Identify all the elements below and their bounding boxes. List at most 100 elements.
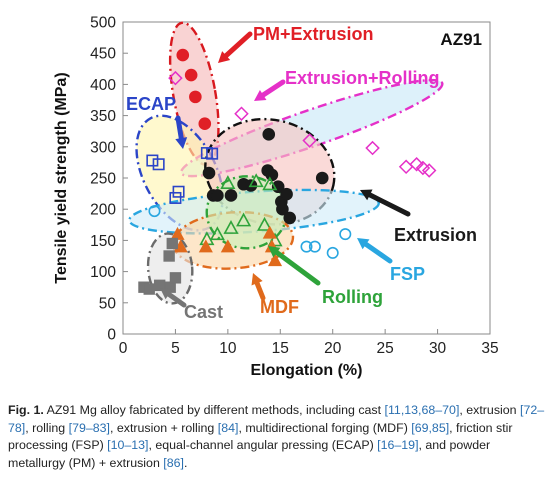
ecap-data-point <box>169 191 182 204</box>
pm-extrusion-legend-label: PM+Extrusion <box>253 24 374 44</box>
caption-text: , multidirectional forging (MDF) <box>238 420 412 435</box>
caption-text: , extrusion <box>459 403 520 417</box>
fsp-data-point <box>300 240 313 253</box>
caption-text: AZ91 Mg alloy fabricated by different me… <box>43 403 385 417</box>
fsp-data-point <box>308 240 321 253</box>
caption-reference-link[interactable]: [84] <box>217 420 239 435</box>
caption-reference-link[interactable]: [86] <box>163 455 184 470</box>
extrusion-arrow <box>367 192 411 217</box>
caption-reference-link[interactable]: [72–78] <box>8 403 545 435</box>
rolling-data-point <box>262 176 278 191</box>
extrusion-rolling-data-point <box>409 157 424 172</box>
extrusion-rolling-arrow-head <box>254 89 267 101</box>
y-tick-label: 50 <box>99 295 117 312</box>
pm-extrusion-data-point <box>176 48 190 62</box>
y-tick-label: 500 <box>90 15 116 32</box>
extrusion-data-point <box>224 189 238 202</box>
y-tick-label: 100 <box>90 264 116 281</box>
x-tick-label: 5 <box>171 340 180 357</box>
chart-figure: 0 5 10 15 20 25 30 35 0 50 100 150 200 250 300 350 400 45… <box>53 15 499 380</box>
rolling-data-point <box>220 175 236 189</box>
panel-label: AZ91 <box>440 30 482 49</box>
cast-data-point <box>166 237 178 250</box>
rolling-data-point <box>209 226 225 241</box>
extrusion-rolling-legend-label: Extrusion+Rolling <box>285 68 440 88</box>
mdf-arrow-head <box>251 273 263 286</box>
x-tick-label: 0 <box>119 340 128 357</box>
caption-text: , and powder metallurgy (PM) + extrusion <box>8 438 491 470</box>
extrusion-data-point <box>211 189 224 202</box>
extrusion-rolling-data-point <box>168 70 183 86</box>
x-tick-label: 15 <box>272 340 289 357</box>
cast-arrow <box>166 291 187 308</box>
y-tick-label: 150 <box>90 233 116 250</box>
fsp-data-point <box>326 246 339 259</box>
cast-arrow-head <box>160 288 173 300</box>
mdf-data-point <box>220 239 235 253</box>
x-axis-label: Elongation (%) <box>251 362 363 379</box>
rolling-data-point <box>257 216 273 231</box>
y-tick-label: 350 <box>90 108 116 125</box>
extrusion-data-point <box>262 128 276 141</box>
ecap-arrow <box>175 115 184 141</box>
cast-data-point <box>169 272 182 284</box>
extrusion-rolling-data-point <box>421 163 437 178</box>
fsp-arrow-head <box>357 238 370 250</box>
cast-data-point <box>163 250 175 262</box>
extrusion-rolling-data-point <box>302 133 317 148</box>
extrusion-data-point <box>202 166 216 180</box>
x-tick-label: 10 <box>219 340 237 357</box>
rolling-arrow-head <box>268 246 281 258</box>
mdf-data-point <box>198 239 213 253</box>
caption-text: , friction stir processing (FSP) <box>8 420 513 453</box>
x-tick-label: 20 <box>324 340 342 357</box>
extrusion-data-point <box>280 187 293 201</box>
extrusion-rolling-data-point <box>234 106 249 121</box>
ecap-data-point <box>172 185 185 198</box>
figure-caption: Fig. 1. AZ91 Mg alloy fabricated by diff… <box>8 402 548 472</box>
extrusion-rolling-arrow <box>260 79 286 98</box>
pm-extrusion-data-point <box>184 68 198 82</box>
y-tick-label: 200 <box>90 202 116 219</box>
extrusion-arrow-head <box>360 189 373 201</box>
y-tick-label: 300 <box>90 139 116 156</box>
scatter-chart: 0 5 10 15 20 25 30 3505010015020025030035040045… <box>53 15 499 380</box>
extrusion-data-point <box>276 202 289 216</box>
rolling-data-point <box>223 220 239 234</box>
caption-reference-link[interactable]: [79–83] <box>68 420 110 435</box>
mdf-data-point <box>262 225 277 239</box>
pm-extrusion-data-point <box>198 117 212 131</box>
caption-label: Fig. 1. <box>8 403 44 417</box>
caption-reference-link[interactable]: [11,13,68–70] <box>384 403 460 417</box>
y-tick-label: 0 <box>107 327 116 344</box>
mdf-data-point <box>268 253 283 267</box>
y-tick-label: 450 <box>90 46 116 63</box>
y-tick-label: 400 <box>90 77 116 94</box>
caption-reference-link[interactable]: [69,85] <box>411 420 450 435</box>
caption-text: , equal-channel angular pressing (ECAP) <box>148 438 378 452</box>
caption-text: , rolling <box>25 420 69 435</box>
extrusion-data-point <box>265 168 279 182</box>
x-tick-label: 25 <box>377 340 394 357</box>
fsp-legend-label: FSP <box>390 264 425 284</box>
ecap-arrow-head <box>175 137 188 149</box>
pm-extrusion-arrow <box>223 31 253 59</box>
ecap-data-point <box>146 154 159 167</box>
caption-text: . <box>183 455 188 470</box>
rolling-legend-label: Rolling <box>322 287 383 307</box>
extrusion-data-point <box>283 211 297 225</box>
pm-extrusion-data-point <box>189 90 202 104</box>
y-axis-label: Tensile yield strength (MPa) <box>53 72 70 283</box>
cast-data-point <box>143 283 155 295</box>
caption-reference-link[interactable]: [10–13] <box>107 438 149 452</box>
fsp-data-point <box>339 228 352 241</box>
caption-text: , extrusion + rolling <box>109 420 218 435</box>
x-tick-label: 30 <box>429 340 447 357</box>
cast-legend-label: Cast <box>184 302 223 322</box>
extrusion-data-point <box>315 171 329 185</box>
caption-reference-link[interactable]: [16–19] <box>377 438 419 452</box>
mdf-legend-label: MDF <box>260 297 299 317</box>
pm-extrusion-arrow-head <box>218 51 231 63</box>
rolling-data-point <box>236 212 252 227</box>
ecap-data-point <box>152 158 165 171</box>
